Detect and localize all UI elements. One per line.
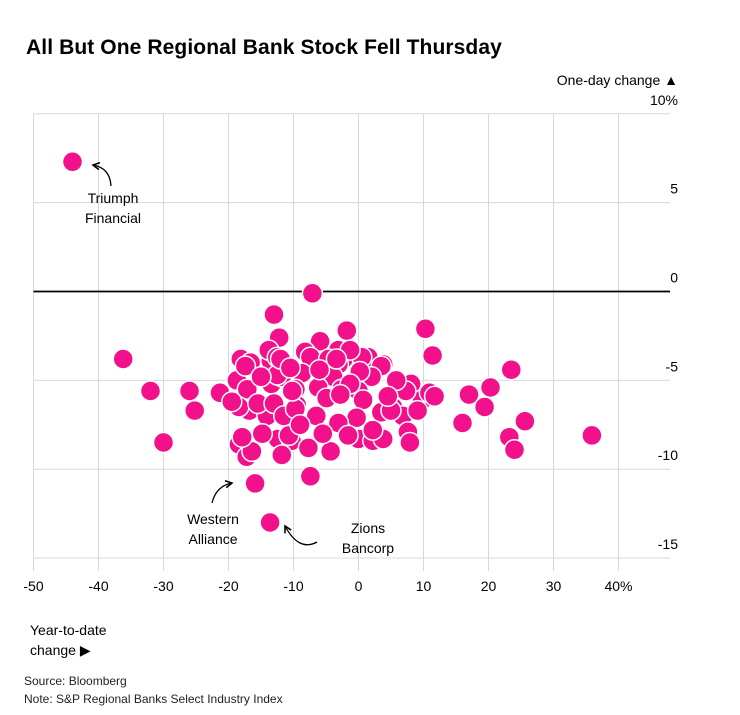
source-line: Source: Bloomberg bbox=[24, 674, 127, 688]
triumph-financial-arrow bbox=[91, 161, 112, 187]
data-point bbox=[236, 378, 259, 400]
data-point bbox=[399, 431, 421, 454]
data-point bbox=[377, 385, 399, 408]
data-point bbox=[473, 396, 496, 418]
data-point bbox=[244, 472, 266, 495]
data-point bbox=[312, 422, 334, 445]
y-tick-label: -15 bbox=[658, 536, 678, 552]
x-tick-label: 10 bbox=[416, 578, 432, 594]
western-alliance-arrow bbox=[211, 480, 234, 504]
y-tick-label: -5 bbox=[666, 358, 679, 374]
data-point bbox=[178, 380, 201, 402]
x-tick-label: 20 bbox=[481, 578, 497, 594]
western-alliance-label: Alliance bbox=[188, 531, 237, 547]
data-point bbox=[309, 330, 331, 353]
data-point bbox=[139, 380, 162, 402]
x-tick-label: -20 bbox=[218, 578, 238, 594]
triumph-financial-label: Triumph bbox=[88, 190, 139, 206]
zions-bancorp-arrow bbox=[284, 524, 318, 546]
data-point bbox=[581, 424, 603, 447]
data-point bbox=[279, 357, 302, 379]
x-tick-label: 0 bbox=[355, 578, 363, 594]
x-tick-label: -40 bbox=[88, 578, 108, 594]
data-point bbox=[221, 390, 243, 413]
y-axis-title: One-day change ▲ bbox=[556, 72, 678, 88]
data-point bbox=[337, 424, 359, 447]
x-tick-label: -30 bbox=[153, 578, 173, 594]
data-point bbox=[259, 511, 281, 534]
data-point bbox=[281, 380, 303, 402]
source-note: Source: Bloomberg Note: S&P Regional Ban… bbox=[24, 672, 283, 708]
zions-bancorp-label: Bancorp bbox=[342, 540, 394, 556]
y-tick-label: 0 bbox=[670, 270, 678, 286]
data-point bbox=[503, 438, 526, 461]
chart-title: All But One Regional Bank Stock Fell Thu… bbox=[26, 36, 502, 59]
data-point bbox=[451, 412, 474, 434]
data-point bbox=[406, 399, 429, 422]
data-point bbox=[112, 348, 134, 370]
data-point bbox=[458, 383, 480, 406]
data-point bbox=[271, 444, 293, 466]
data-point bbox=[297, 437, 320, 459]
data-point bbox=[61, 151, 84, 173]
data-point bbox=[329, 383, 352, 406]
x-axis-title-line2: change ▶ bbox=[30, 642, 91, 658]
data-point bbox=[152, 431, 175, 454]
data-point bbox=[352, 389, 374, 411]
x-tick-label: -10 bbox=[283, 578, 303, 594]
data-point bbox=[336, 319, 358, 342]
data-point bbox=[299, 465, 322, 488]
y-tick-label: 5 bbox=[670, 181, 678, 197]
x-tick-label: -50 bbox=[23, 578, 43, 594]
x-tick-label: 30 bbox=[546, 578, 562, 594]
data-point bbox=[301, 282, 324, 305]
data-point bbox=[231, 426, 253, 448]
x-axis-title-line1: Year-to-date bbox=[30, 622, 107, 638]
note-line: Note: S&P Regional Banks Select Industry… bbox=[24, 692, 283, 706]
y-tick-label: -10 bbox=[658, 447, 678, 463]
data-point bbox=[234, 355, 257, 377]
data-point bbox=[319, 440, 342, 463]
data-point bbox=[421, 344, 444, 367]
y-tick-label: 10% bbox=[650, 92, 678, 108]
zions-bancorp-label: Zions bbox=[351, 520, 385, 536]
x-axis-title: Year-to-date change ▶ bbox=[30, 620, 107, 660]
data-point bbox=[325, 348, 348, 370]
data-point bbox=[362, 419, 384, 441]
data-point bbox=[479, 376, 502, 399]
western-alliance-label: Western bbox=[187, 511, 239, 527]
data-point bbox=[289, 414, 311, 436]
data-point bbox=[250, 366, 272, 388]
data-point bbox=[514, 410, 536, 432]
data-point bbox=[500, 358, 523, 381]
data-point bbox=[263, 303, 285, 326]
x-tick-label: 40% bbox=[604, 578, 632, 594]
data-point bbox=[414, 318, 437, 340]
data-point bbox=[183, 399, 206, 422]
data-point bbox=[308, 358, 331, 381]
data-point bbox=[423, 385, 446, 408]
data-point bbox=[251, 422, 274, 445]
triumph-financial-label: Financial bbox=[85, 210, 141, 226]
